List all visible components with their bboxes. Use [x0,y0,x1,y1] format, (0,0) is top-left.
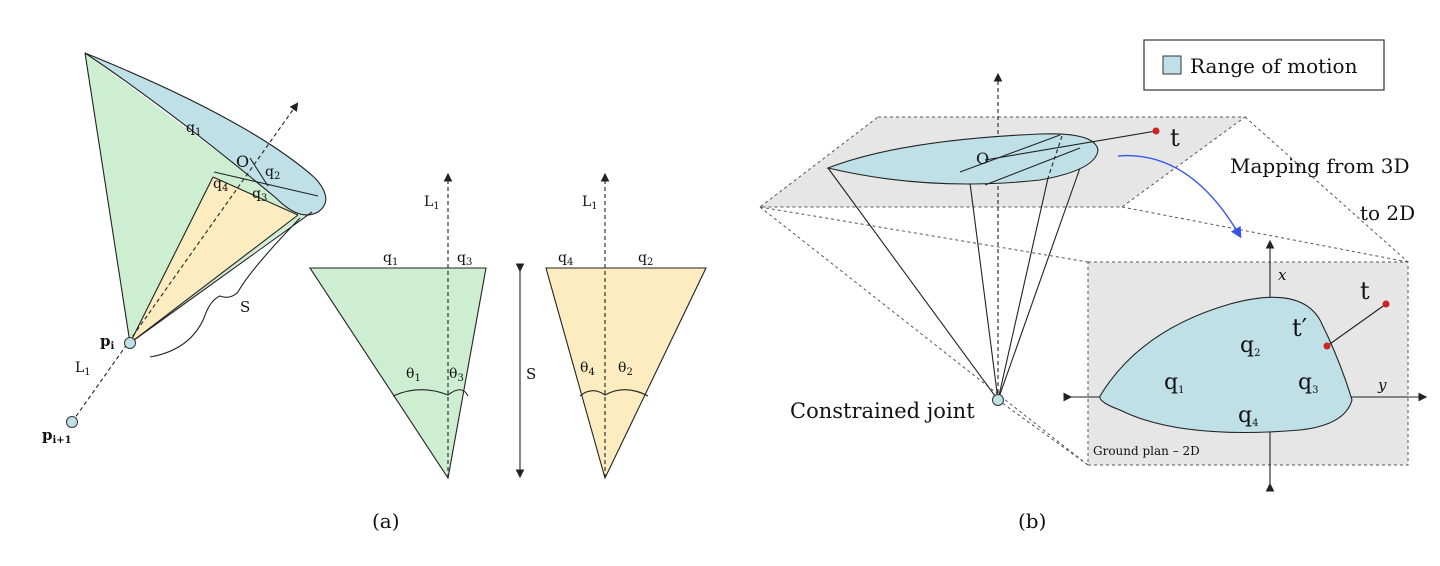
tri-left-label-l1: L1 [424,194,440,212]
tri-left-label-s: S [526,365,536,383]
cone-yellow-face [130,177,298,343]
b-label-q4: q4 [1238,403,1258,429]
triangle-left-shape [310,268,486,478]
target-t-2d-dot [1382,300,1390,308]
legend: Range of motion [1143,39,1385,91]
mapping-text-line2: to 2D [1360,201,1415,225]
cone-label-l1: L1 [75,360,91,378]
triangle-right-shape [546,268,706,478]
panel-a-cone: q1 O q2 q4 q3 S pi L1 pi+1 [42,52,327,446]
target-t-prime-dot [1323,342,1331,350]
joint-pi-circle [124,337,136,349]
mapping-text-line1: Mapping from 3D [1230,154,1410,178]
tri-left-label-theta1: θ1 [406,366,421,384]
b-label-t-2d: t [1360,277,1370,305]
legend-box [1143,39,1385,91]
constrained-joint-label: Constrained joint [790,399,975,423]
target-t-3d-dot [1152,127,1160,135]
panel-b: O t Mapping from 3D to 2D x y t t′ q2 q1… [758,72,1428,492]
b-label-o: O [976,149,989,168]
constrained-joint-circle [992,394,1004,406]
tri-left-label-q1: q1 [383,250,398,268]
tri-right-label-theta4: θ4 [580,360,595,378]
cone-label-s: S [240,298,250,316]
cone-label-o: O [236,152,249,171]
brace-s [149,217,301,358]
legend-swatch [1162,55,1182,75]
legend-label: Range of motion [1190,54,1358,78]
cone-label-pi: pi [100,332,115,352]
b-label-q1: q1 [1164,370,1184,396]
triangle-right-arc [579,389,649,397]
tri-right-label-q4: q4 [558,250,573,268]
panel-a-triangle-right: L1 q4 q2 θ4 θ2 [545,172,707,480]
tri-right-label-l1: L1 [582,194,598,212]
b-label-t-prime: t′ [1292,314,1307,342]
tri-right-label-q2: q2 [638,250,653,268]
triangle-left-arc [392,389,469,397]
mapping-arrow [1117,154,1242,239]
caption-a: (a) [372,509,400,533]
cone-label-pi1: pi+1 [42,426,72,446]
tri-right-label-theta2: θ2 [618,360,633,378]
b-axis-y-label: y [1377,376,1387,394]
b-label-q3: q3 [1298,370,1318,396]
cone-axis-line [71,102,299,423]
tri-left-label-theta3: θ3 [449,366,464,384]
b-axis-x-label: x [1278,266,1287,284]
cone-green-face [85,53,300,343]
cone-label-q2: q2 [265,164,280,182]
range-blob-2d [1099,297,1352,433]
cone-label-q1: q1 [186,120,201,138]
caption-b: (b) [1018,509,1046,533]
cone-label-q3: q3 [252,186,267,204]
cone-label-q4: q4 [213,176,228,194]
b-label-t: t [1170,124,1180,152]
cone-blue-range [85,53,326,215]
tri-left-label-q3: q3 [457,250,472,268]
panel-a-triangle-left: L1 q1 q3 θ1 θ3 S [308,172,536,480]
b-label-q2: q2 [1240,333,1260,359]
joint-pi1-circle [66,416,78,428]
ground-plan-label: Ground plan – 2D [1093,444,1200,458]
